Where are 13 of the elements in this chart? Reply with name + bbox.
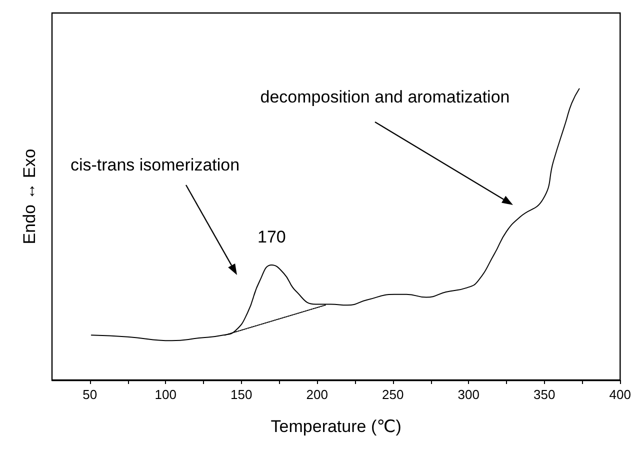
x-tick-label: 50 — [82, 387, 98, 402]
x-tick-label: 150 — [230, 387, 252, 402]
annotation: 170 — [258, 227, 286, 246]
x-tick-label: 250 — [382, 387, 404, 402]
x-tick-label: 100 — [154, 387, 176, 402]
x-tick-label: 400 — [609, 387, 632, 402]
x-tick-label: 200 — [306, 387, 328, 402]
x-tick-label: 350 — [534, 387, 556, 402]
annotation: cis-trans isomerization — [70, 156, 240, 174]
x-axis-title: Temperature (℃) — [270, 417, 402, 436]
annotation: decomposition and aromatization — [260, 88, 510, 106]
y-axis-title: Endo ↔ Exo — [20, 148, 39, 244]
x-tick-label: 300 — [458, 387, 480, 402]
